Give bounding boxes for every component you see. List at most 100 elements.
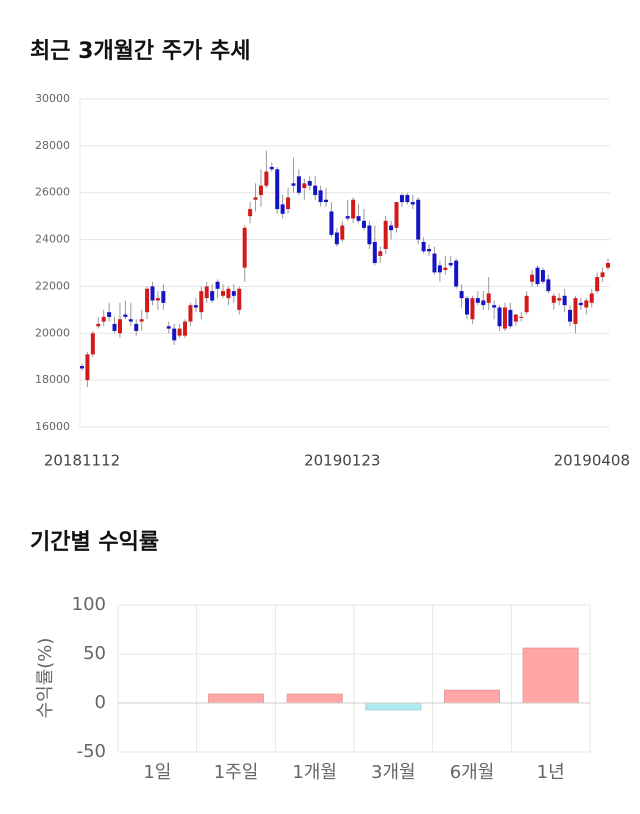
candle-body — [248, 209, 253, 217]
candle-body — [258, 185, 263, 196]
candle-body — [80, 366, 84, 369]
candle-body — [600, 272, 605, 278]
candle-body — [508, 309, 513, 327]
candle-body — [231, 291, 236, 296]
x-tick-label: 20190408 — [554, 452, 630, 470]
candle-body — [237, 288, 242, 310]
candle-body — [427, 248, 432, 252]
candle-body — [177, 328, 182, 336]
candle-body — [513, 314, 518, 322]
candle-body — [139, 319, 144, 322]
y-tick-label: 50 — [83, 643, 106, 664]
candle-body — [584, 300, 589, 308]
candle-body — [275, 169, 280, 210]
candle-body — [475, 298, 480, 303]
bar — [365, 702, 422, 711]
bar — [522, 647, 579, 704]
candle-body — [394, 202, 399, 228]
candle-body — [356, 216, 361, 221]
candle-body — [535, 267, 540, 285]
candle-body — [210, 291, 215, 301]
candle-body — [378, 251, 383, 256]
candle-body — [215, 281, 220, 289]
candle-body — [410, 202, 415, 205]
y-tick-label: 16000 — [35, 420, 70, 433]
candle-body — [470, 298, 475, 320]
candle-body — [573, 298, 578, 324]
y-tick-label: 0 — [95, 692, 106, 713]
candle-body — [486, 293, 491, 303]
candle-body — [540, 270, 545, 282]
candle-body — [107, 312, 112, 317]
candle-body — [361, 220, 366, 228]
x-tick-label: 1주일 — [214, 762, 259, 783]
candle-body — [497, 307, 502, 327]
candle-body — [145, 288, 150, 313]
x-tick-label: 1년 — [537, 762, 565, 783]
candle-body — [340, 225, 345, 240]
candle-body — [492, 305, 497, 308]
candle-body — [96, 323, 101, 327]
x-tick-label: 20181112 — [44, 452, 120, 470]
candle-body — [318, 190, 323, 203]
candle-body — [313, 185, 318, 196]
candle-body — [443, 267, 448, 271]
candle-body — [432, 253, 437, 273]
y-tick-label: 24000 — [35, 233, 70, 246]
x-tick-label: 20190123 — [304, 452, 380, 470]
candle-body — [389, 225, 394, 231]
y-tick-label: 22000 — [35, 279, 70, 292]
candle-body — [101, 316, 106, 322]
candle-body — [269, 166, 274, 170]
candle-body — [551, 295, 556, 303]
candle-body — [399, 195, 404, 203]
candle-body — [280, 204, 285, 214]
candle-body — [204, 286, 209, 299]
bar — [286, 693, 343, 704]
y-tick-label: -50 — [77, 741, 106, 762]
candle-body — [90, 333, 95, 355]
y-tick-label: 18000 — [35, 373, 70, 386]
x-tick-label: 1일 — [143, 762, 171, 783]
candle-body — [161, 291, 166, 303]
candle-body — [578, 302, 583, 306]
candle-body — [367, 225, 372, 245]
candle-body — [188, 305, 193, 322]
chart-title: 최근 3개월간 주가 추세 — [30, 39, 250, 64]
candle-body — [383, 220, 388, 249]
candle-body — [302, 183, 307, 189]
candle-body — [421, 241, 426, 252]
candle-body — [264, 171, 269, 186]
candle-body — [199, 291, 204, 313]
candle-body — [242, 227, 247, 268]
candle-body — [291, 183, 296, 186]
candle-body — [437, 265, 442, 273]
candle-body — [459, 291, 464, 299]
candle-body — [329, 211, 334, 235]
candle-body — [150, 286, 155, 301]
bar — [207, 693, 265, 704]
y-tick-label: 26000 — [35, 186, 70, 199]
y-tick-label: 30000 — [35, 92, 70, 105]
candle-body — [502, 307, 507, 329]
candle-body — [220, 291, 225, 296]
candle-body — [155, 298, 160, 301]
candle-body — [324, 199, 329, 203]
y-tick-label: 100 — [72, 594, 106, 615]
candle-body — [562, 295, 567, 306]
candle-body — [589, 293, 594, 303]
candle-body — [286, 197, 291, 210]
candle-body — [183, 321, 188, 336]
candle-body — [193, 305, 198, 308]
y-axis-label: 수익률(%) — [35, 638, 56, 719]
candle-body — [334, 232, 339, 245]
x-tick-label: 1개월 — [292, 762, 337, 783]
y-tick-label: 20000 — [35, 326, 70, 339]
candle-body — [568, 309, 573, 322]
candle-body — [128, 319, 133, 322]
candle-body — [351, 199, 356, 219]
y-tick-label: 28000 — [35, 139, 70, 152]
candle-body — [454, 260, 459, 287]
chart-title: 기간별 수익률 — [30, 530, 159, 555]
